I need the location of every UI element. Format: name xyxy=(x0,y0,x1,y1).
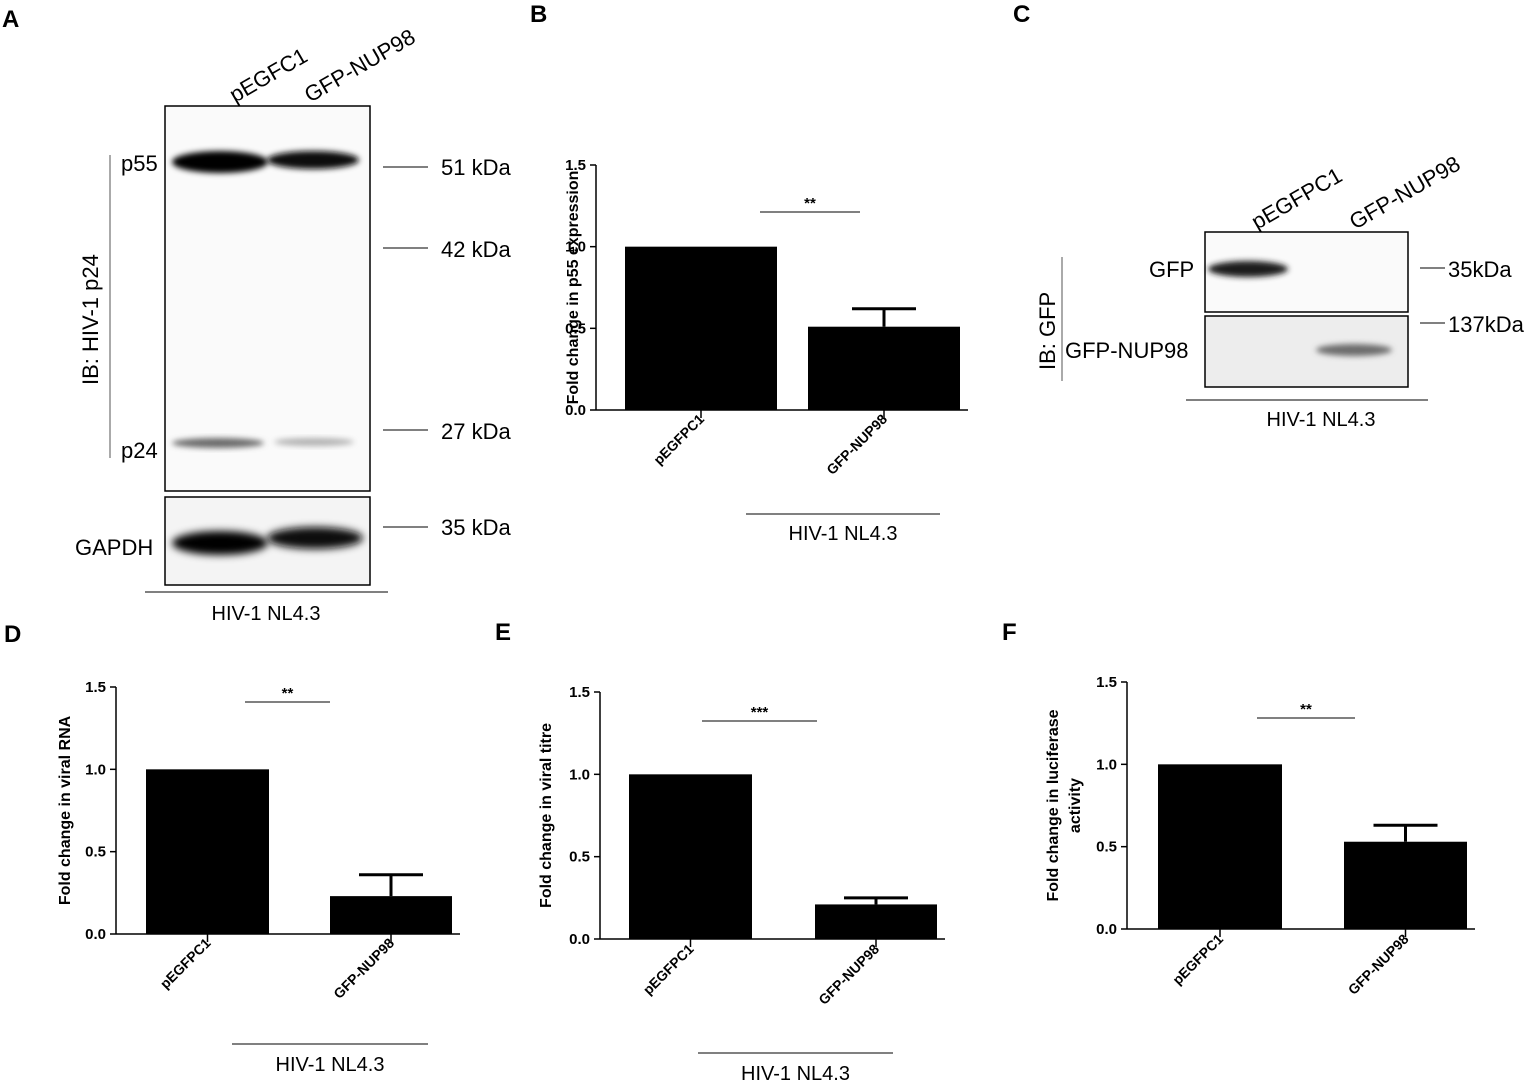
y-axis-title-d: Fold change in viral RNA xyxy=(57,715,74,905)
category-label-e-1: GFP-NUP98 xyxy=(815,941,882,1008)
significance-stars-b: ** xyxy=(804,195,816,212)
y-tick-label-e-0: 0.0 xyxy=(569,931,590,948)
lane-label-c2: GFP-NUP98 xyxy=(1345,151,1464,234)
band-gapdh-lane2 xyxy=(267,527,363,549)
ib-label-a: IB: HIV-1 p24 xyxy=(78,254,103,385)
band-gfp-lane1 xyxy=(1208,261,1288,277)
y-tick-label-b-3: 1.5 xyxy=(565,157,586,174)
category-label-f-0: pEGFPC1 xyxy=(1169,931,1226,988)
band-label-gfp-nup98: GFP-NUP98 xyxy=(1065,338,1188,363)
marker-35kda: 35 kDa xyxy=(441,515,511,540)
band-gfp-nup98-lane2 xyxy=(1316,344,1392,356)
group-label-c: HIV-1 NL4.3 xyxy=(1267,409,1376,431)
bar-e-0 xyxy=(629,774,752,939)
category-label-e-0: pEGFPC1 xyxy=(640,941,697,998)
marker-35kda-c: 35kDa xyxy=(1448,257,1512,282)
y-axis-title-b: Fold change in p55 expression xyxy=(565,171,582,405)
y-tick-label-f-1: 0.5 xyxy=(1096,839,1117,856)
y-tick-label-e-3: 1.5 xyxy=(569,684,590,701)
y-axis-title-e: Fold change in viral titre xyxy=(538,723,555,908)
significance-stars-e: *** xyxy=(751,704,769,721)
chart-panel-e: 0.0 0.5 1.0 1.5 Fold change in viral titre pE… xyxy=(538,684,945,1085)
y-tick-label-f-3: 1.5 xyxy=(1096,674,1117,691)
group-label-a: HIV-1 NL4.3 xyxy=(212,603,321,625)
y-tick-label-f-0: 0.0 xyxy=(1096,921,1117,938)
bar-d-0 xyxy=(146,769,269,934)
y-tick-label-d-0: 0.0 xyxy=(85,926,106,943)
category-label-d-0: pEGFPC1 xyxy=(157,935,214,992)
panel-b-letter: B xyxy=(530,1,547,28)
y-tick-label-b-0: 0.0 xyxy=(565,402,586,419)
bar-f-0 xyxy=(1158,764,1282,929)
bar-e-1 xyxy=(815,904,937,939)
chart-panel-d: 0.0 0.5 1.0 1.5 Fold change in viral RNA pEGF… xyxy=(57,679,460,1076)
panel-c-letter: C xyxy=(1013,1,1030,28)
panel-a-letter: A xyxy=(2,6,19,33)
band-p55-lane1 xyxy=(172,151,268,173)
panel-e-letter: E xyxy=(495,619,511,646)
y-tick-label-e-2: 1.0 xyxy=(569,766,590,783)
marker-42kda: 42 kDa xyxy=(441,237,511,262)
category-label-b-0: pEGFPC1 xyxy=(650,411,707,468)
marker-137kda-c: 137kDa xyxy=(1448,312,1525,337)
bar-d-1 xyxy=(330,896,452,934)
band-label-p55: p55 xyxy=(121,151,158,176)
y-tick-label-d-3: 1.5 xyxy=(85,679,106,696)
lane-label-c1: pEGFPC1 xyxy=(1247,163,1346,235)
category-label-f-1: GFP-NUP98 xyxy=(1345,931,1412,998)
marker-51kda: 51 kDa xyxy=(441,155,511,180)
category-label-b-1: GFP-NUP98 xyxy=(823,411,890,478)
bar-f-1 xyxy=(1344,841,1467,929)
marker-27kda: 27 kDa xyxy=(441,419,511,444)
panel-a: A pEGFC1 GFP-NUP98 IB: HIV-1 p24 p55 p24… xyxy=(2,6,511,625)
significance-stars-d: ** xyxy=(282,685,294,702)
y-tick-label-b-1: 0.5 xyxy=(565,320,586,337)
band-label-gapdh: GAPDH xyxy=(75,535,153,560)
y-tick-label-e-1: 0.5 xyxy=(569,849,590,866)
band-p24-lane2 xyxy=(274,438,354,446)
y-tick-label-d-1: 0.5 xyxy=(85,844,106,861)
band-label-p24: p24 xyxy=(121,438,158,463)
lane-label-2: GFP-NUP98 xyxy=(300,24,419,107)
ib-label-c: IB: GFP xyxy=(1035,292,1060,370)
bar-b-0 xyxy=(625,246,777,410)
category-label-d-1: GFP-NUP98 xyxy=(330,935,397,1002)
y-tick-label-f-2: 1.0 xyxy=(1096,756,1117,773)
band-p24-lane1 xyxy=(172,438,264,448)
group-label-d: HIV-1 NL4.3 xyxy=(276,1054,385,1076)
panel-d-letter: D xyxy=(4,621,21,648)
significance-stars-f: ** xyxy=(1300,701,1312,718)
band-label-gfp: GFP xyxy=(1149,257,1194,282)
bar-b-1 xyxy=(808,326,960,410)
y-tick-label-d-2: 1.0 xyxy=(85,761,106,778)
lane-label-1: pEGFC1 xyxy=(225,43,312,107)
y-axis-title-f-1: activity xyxy=(1067,778,1084,833)
y-tick-label-b-2: 1.0 xyxy=(565,239,586,256)
band-gapdh-lane1 xyxy=(172,531,268,555)
group-label-b: HIV-1 NL4.3 xyxy=(789,523,898,545)
group-label-e: HIV-1 NL4.3 xyxy=(741,1063,850,1085)
chart-panel-f: 0.0 0.5 1.0 1.5 Fold change in luciferase act… xyxy=(1045,674,1475,998)
y-axis-title-f-0: Fold change in luciferase xyxy=(1045,709,1062,901)
panel-c: C pEGFPC1 GFP-NUP98 IB: GFP GFP GFP-NUP9… xyxy=(1013,1,1525,431)
panel-f-letter: F xyxy=(1002,619,1017,646)
band-p55-lane2 xyxy=(267,151,359,169)
